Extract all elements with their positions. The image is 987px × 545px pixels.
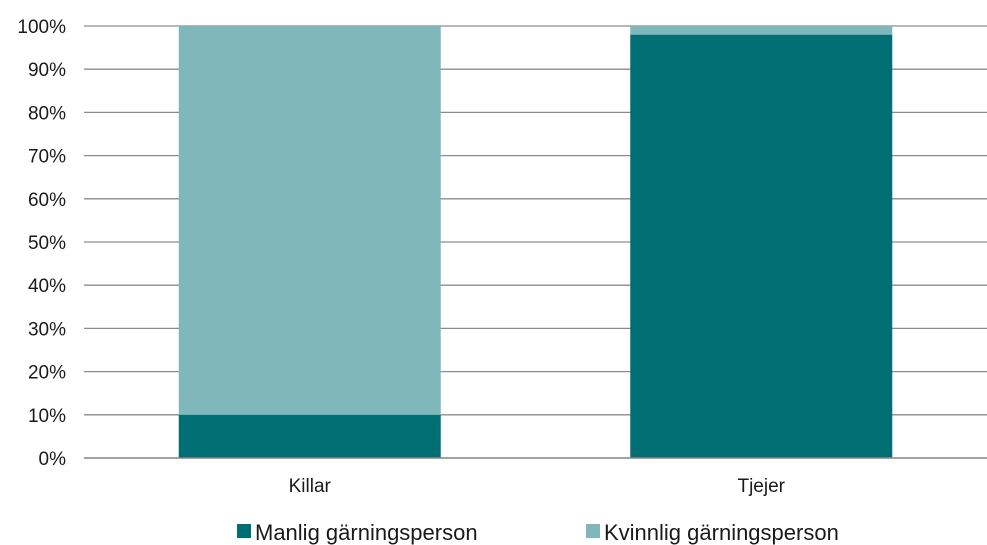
legend-label: Kvinnlig gärningsperson — [604, 520, 839, 545]
y-tick-label: 80% — [28, 103, 66, 124]
y-tick-label: 100% — [17, 17, 66, 38]
y-tick-label: 60% — [28, 190, 66, 211]
y-tick-label: 40% — [28, 276, 66, 297]
y-tick-label: 10% — [28, 406, 66, 427]
x-category-label: Tjejer — [737, 476, 785, 497]
y-tick-label: 30% — [28, 319, 66, 340]
legend: Manlig gärningsperson Kvinnlig gärningspe… — [237, 520, 839, 545]
y-tick-label: 20% — [28, 363, 66, 384]
bar-killar-series-2 — [178, 26, 441, 415]
y-tick-label: 0% — [39, 449, 67, 470]
legend-label: Manlig gärningsperson — [255, 520, 478, 545]
bar-killar-series-1 — [178, 414, 441, 458]
bars — [178, 26, 893, 458]
y-tick-label: 90% — [28, 60, 66, 81]
bar-tjejer-series-1 — [630, 34, 893, 458]
bar-tjejer-series-2 — [630, 26, 893, 35]
legend-swatch — [237, 524, 251, 538]
x-category-label: Killar — [289, 476, 332, 497]
legend-swatch — [586, 524, 600, 538]
y-tick-label: 70% — [28, 147, 66, 168]
y-axis-tick-labels: 0% 10% 20% 30% 40% 50% 60% 70% 80% 90% 100% — [17, 17, 66, 470]
x-axis: Killar Tjejer — [84, 457, 987, 497]
y-tick-label: 50% — [28, 233, 66, 254]
